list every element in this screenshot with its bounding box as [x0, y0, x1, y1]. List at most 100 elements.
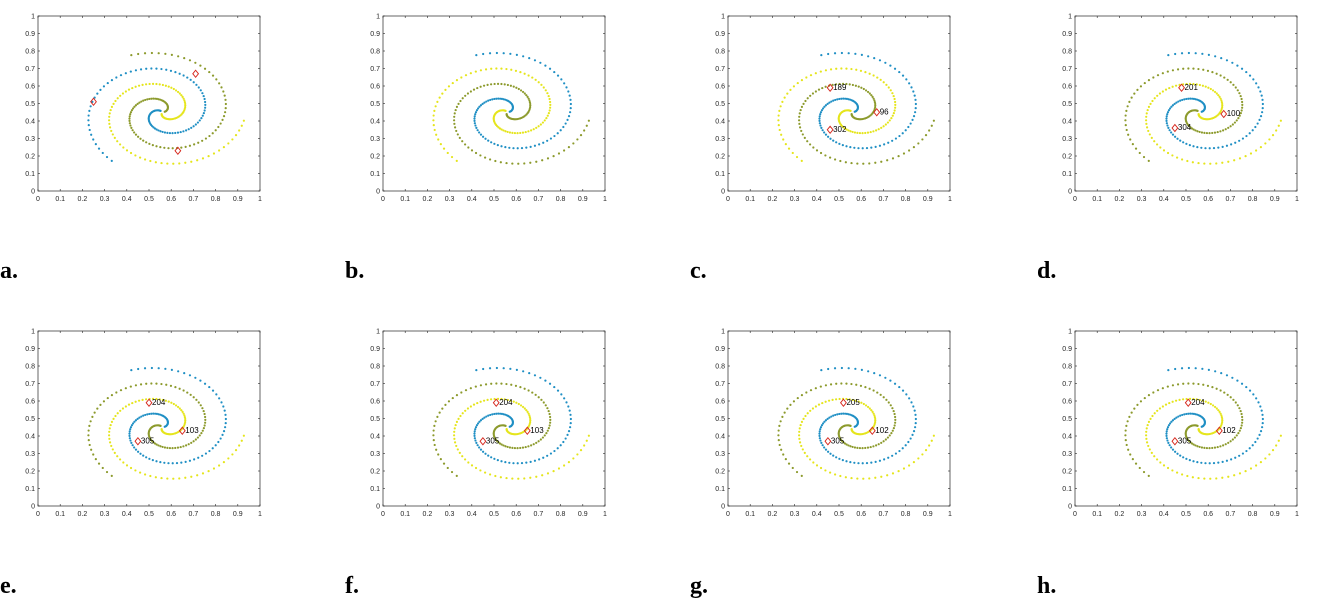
center-marker [1171, 436, 1179, 446]
data-point [515, 53, 518, 56]
data-point [110, 105, 114, 108]
data-point [824, 69, 828, 72]
data-point [527, 74, 530, 77]
data-point [106, 396, 109, 400]
data-point [889, 379, 892, 382]
data-point [882, 396, 885, 399]
data-point [912, 405, 915, 408]
data-point [877, 128, 880, 131]
data-point [479, 85, 482, 88]
data-point [883, 458, 886, 461]
data-point [143, 473, 147, 476]
data-point [195, 83, 198, 86]
data-point [115, 76, 118, 79]
x-tick-label: 1 [1295, 196, 1299, 203]
data-point [164, 84, 167, 87]
data-point [844, 412, 847, 415]
x-tick-label: 0.2 [78, 196, 88, 203]
data-point [500, 460, 503, 463]
data-point [792, 85, 796, 88]
data-point [474, 70, 477, 73]
data-point [1201, 52, 1204, 55]
data-point [862, 87, 865, 91]
data-point [1188, 397, 1192, 400]
data-point [109, 423, 112, 427]
data-point [824, 133, 828, 136]
data-point [540, 83, 543, 86]
data-point [192, 396, 195, 399]
panel-label: d. [1037, 258, 1056, 284]
data-point [831, 83, 834, 86]
data-point [1191, 476, 1194, 479]
data-point [829, 452, 832, 455]
data-point [108, 126, 112, 129]
data-point [847, 98, 850, 101]
data-point [1168, 86, 1171, 90]
data-point [546, 429, 549, 432]
data-point [1221, 102, 1224, 106]
data-point [141, 398, 144, 401]
data-point [199, 379, 202, 382]
data-point [90, 133, 93, 136]
data-point [110, 129, 113, 133]
data-point [138, 416, 141, 419]
data-point [154, 161, 157, 164]
data-point [130, 126, 133, 129]
data-point [1156, 409, 1159, 412]
data-point [1227, 126, 1230, 129]
data-point [873, 416, 877, 419]
data-point [823, 105, 826, 108]
data-point [180, 409, 183, 412]
data-point [474, 439, 477, 442]
data-point [890, 432, 893, 435]
data-point [818, 122, 821, 125]
data-point [1177, 415, 1180, 418]
data-point [1182, 398, 1185, 401]
data-point [523, 407, 526, 410]
data-point [122, 461, 125, 464]
data-point [1194, 52, 1197, 55]
data-point [201, 114, 204, 117]
data-point [567, 146, 571, 149]
data-point [840, 412, 843, 415]
data-point [562, 125, 565, 129]
data-point [890, 117, 893, 120]
x-tick-label: 0.3 [100, 196, 110, 203]
data-point [1236, 379, 1239, 382]
data-point [1176, 383, 1180, 386]
data-point [1149, 102, 1152, 105]
data-point [1216, 445, 1219, 449]
data-point [124, 72, 127, 75]
data-point [1147, 105, 1151, 108]
data-point [851, 445, 854, 449]
center-marker [868, 426, 876, 436]
data-point [1180, 52, 1184, 55]
data-point [1256, 122, 1259, 125]
data-point [1201, 399, 1204, 402]
data-point [479, 448, 483, 451]
data-point [530, 444, 533, 447]
data-point [222, 405, 225, 408]
data-point [172, 402, 175, 406]
data-point [1230, 143, 1233, 146]
data-point [1151, 99, 1154, 103]
data-point [854, 367, 857, 370]
data-point [823, 420, 826, 423]
data-point [849, 130, 852, 133]
data-point [217, 125, 220, 129]
data-point [824, 85, 827, 88]
data-point [1139, 400, 1143, 403]
data-point [87, 429, 90, 432]
data-point [1136, 88, 1139, 91]
data-point [221, 433, 224, 437]
data-point [1213, 131, 1217, 134]
data-point [193, 143, 196, 146]
data-point [454, 423, 457, 427]
data-point [183, 372, 186, 375]
data-point [184, 419, 187, 422]
data-point [560, 78, 563, 81]
data-point [139, 452, 142, 455]
data-point [872, 130, 875, 133]
data-point [859, 384, 863, 387]
data-point [556, 132, 559, 135]
